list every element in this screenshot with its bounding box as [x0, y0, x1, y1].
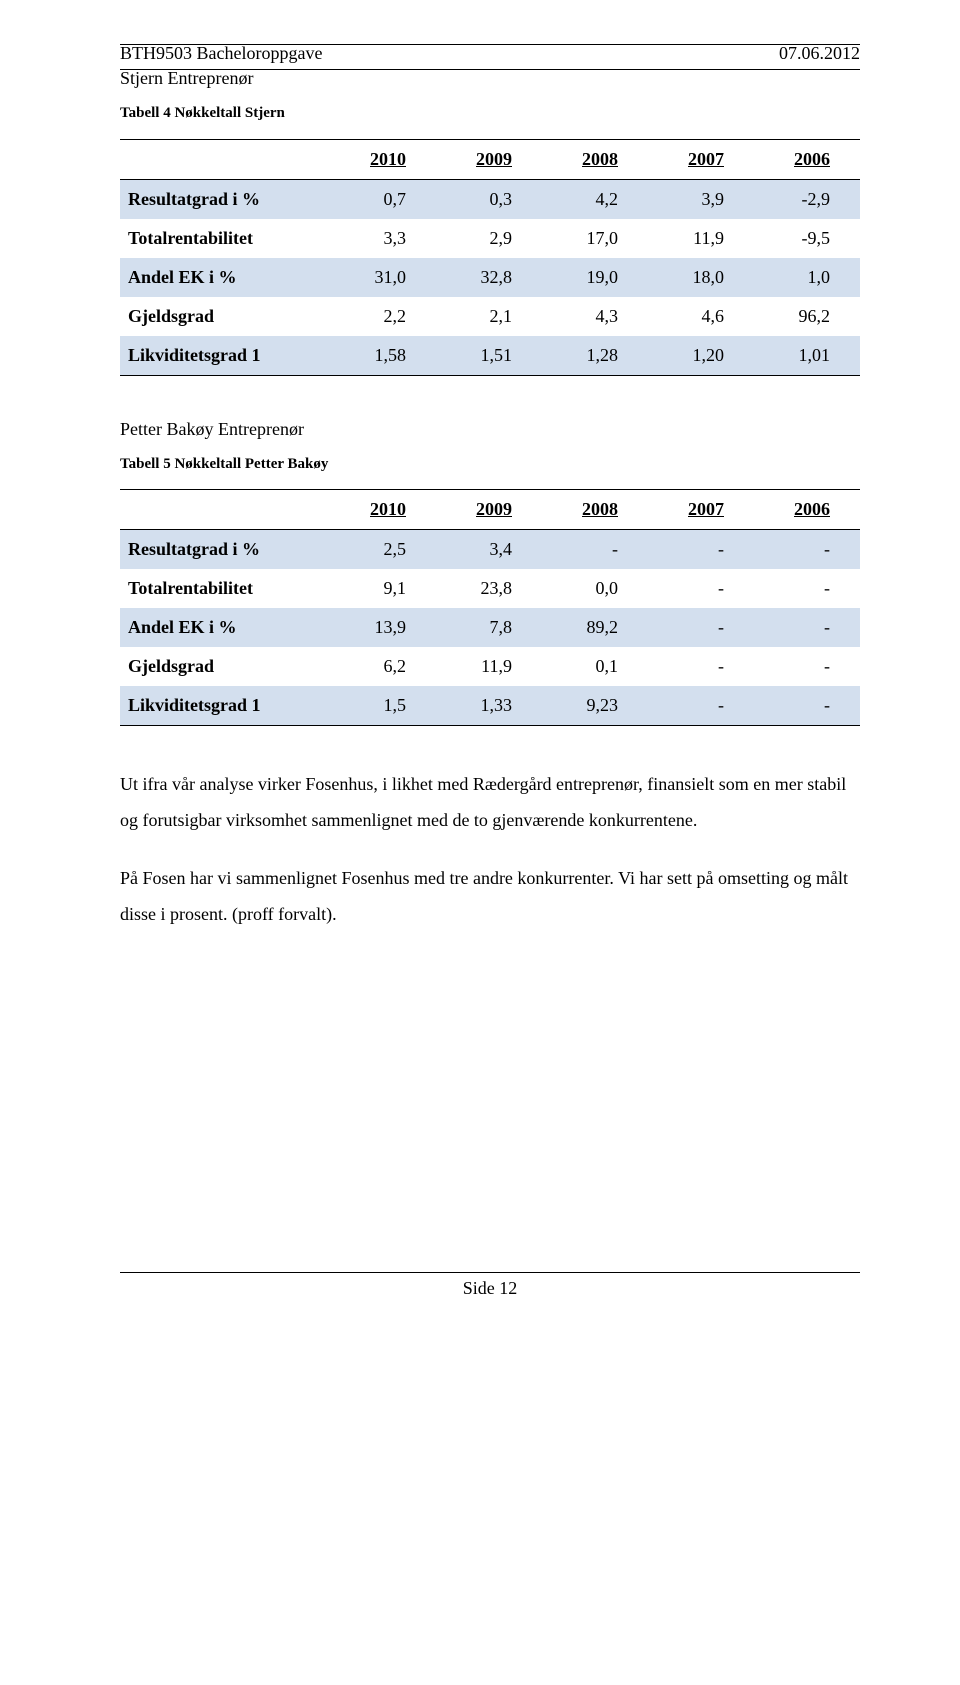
row-value: -	[754, 530, 860, 570]
row-value: -	[648, 569, 754, 608]
row-value: 13,9	[330, 608, 436, 647]
row-value: 3,4	[436, 530, 542, 570]
table2-year-3: 2007	[648, 490, 754, 530]
table2-year-4: 2006	[754, 490, 860, 530]
row-value: -	[648, 647, 754, 686]
paragraph-1: Ut ifra vår analyse virker Fosenhus, i l…	[120, 766, 860, 838]
section1-title: Stjern Entreprenør	[120, 65, 860, 92]
row-value: 0,3	[436, 179, 542, 219]
row-value: -	[754, 608, 860, 647]
table1-year-1: 2009	[436, 139, 542, 179]
row-value: -	[754, 686, 860, 726]
table1-year-2: 2008	[542, 139, 648, 179]
row-label: Resultatgrad i %	[120, 530, 330, 570]
table-row: Totalrentabilitet9,123,80,0--	[120, 569, 860, 608]
paragraph-2: På Fosen har vi sammenlignet Fosenhus me…	[120, 860, 860, 932]
row-value: 18,0	[648, 258, 754, 297]
row-label: Totalrentabilitet	[120, 219, 330, 258]
row-value: 2,2	[330, 297, 436, 336]
row-value: 2,1	[436, 297, 542, 336]
row-label: Andel EK i %	[120, 608, 330, 647]
table1-caption: Tabell 4 Nøkkeltall Stjern	[120, 102, 860, 125]
table-row: Resultatgrad i %2,53,4---	[120, 530, 860, 570]
row-value: 1,0	[754, 258, 860, 297]
row-value: 1,5	[330, 686, 436, 726]
table-row: Andel EK i %13,97,889,2--	[120, 608, 860, 647]
row-label: Gjeldsgrad	[120, 647, 330, 686]
row-value: 4,3	[542, 297, 648, 336]
row-value: -	[648, 530, 754, 570]
row-value: 4,2	[542, 179, 648, 219]
row-value: 32,8	[436, 258, 542, 297]
row-label: Andel EK i %	[120, 258, 330, 297]
row-value: -	[754, 647, 860, 686]
row-value: -	[648, 608, 754, 647]
row-value: 1,01	[754, 336, 860, 376]
row-value: 0,0	[542, 569, 648, 608]
row-value: 96,2	[754, 297, 860, 336]
table1-year-0: 2010	[330, 139, 436, 179]
table-stjern: 2010 2009 2008 2007 2006 Resultatgrad i …	[120, 139, 860, 376]
table-row: Likviditetsgrad 11,51,339,23--	[120, 686, 860, 726]
row-label: Resultatgrad i %	[120, 179, 330, 219]
row-value: 4,6	[648, 297, 754, 336]
table1-year-3: 2007	[648, 139, 754, 179]
header-left: BTH9503 Bacheloroppgave	[120, 40, 322, 67]
row-value: 11,9	[436, 647, 542, 686]
row-value: -	[542, 530, 648, 570]
row-value: -	[648, 686, 754, 726]
row-value: 3,3	[330, 219, 436, 258]
footer-rule	[120, 1272, 860, 1273]
table-row: Gjeldsgrad2,22,14,34,696,2	[120, 297, 860, 336]
table2-year-2: 2008	[542, 490, 648, 530]
table2-year-0: 2010	[330, 490, 436, 530]
row-label: Totalrentabilitet	[120, 569, 330, 608]
section2-title: Petter Bakøy Entreprenør	[120, 416, 860, 443]
table-bakoy: 2010 2009 2008 2007 2006 Resultatgrad i …	[120, 489, 860, 726]
table-row: Totalrentabilitet3,32,917,011,9-9,5	[120, 219, 860, 258]
row-value: 1,20	[648, 336, 754, 376]
row-value: 11,9	[648, 219, 754, 258]
row-value: 23,8	[436, 569, 542, 608]
table1-year-4: 2006	[754, 139, 860, 179]
row-label: Likviditetsgrad 1	[120, 686, 330, 726]
row-value: 2,5	[330, 530, 436, 570]
table-row: Likviditetsgrad 11,581,511,281,201,01	[120, 336, 860, 376]
page-footer: Side 12	[120, 1275, 860, 1302]
row-value: -2,9	[754, 179, 860, 219]
table2-year-1: 2009	[436, 490, 542, 530]
row-value: 1,51	[436, 336, 542, 376]
row-value: 0,1	[542, 647, 648, 686]
row-value: 3,9	[648, 179, 754, 219]
row-value: 9,1	[330, 569, 436, 608]
table-row: Andel EK i %31,032,819,018,01,0	[120, 258, 860, 297]
row-value: 6,2	[330, 647, 436, 686]
row-value: 1,28	[542, 336, 648, 376]
row-label: Gjeldsgrad	[120, 297, 330, 336]
row-value: -	[754, 569, 860, 608]
row-value: 7,8	[436, 608, 542, 647]
row-value: 0,7	[330, 179, 436, 219]
row-value: 89,2	[542, 608, 648, 647]
row-value: 19,0	[542, 258, 648, 297]
row-value: 1,58	[330, 336, 436, 376]
table-row: Resultatgrad i %0,70,34,23,9-2,9	[120, 179, 860, 219]
row-value: -9,5	[754, 219, 860, 258]
table2-head-blank	[120, 490, 330, 530]
header-right: 07.06.2012	[779, 40, 860, 67]
row-label: Likviditetsgrad 1	[120, 336, 330, 376]
table1-head-blank	[120, 139, 330, 179]
table-row: Gjeldsgrad6,211,90,1--	[120, 647, 860, 686]
row-value: 1,33	[436, 686, 542, 726]
table2-caption: Tabell 5 Nøkkeltall Petter Bakøy	[120, 453, 860, 476]
row-value: 9,23	[542, 686, 648, 726]
row-value: 17,0	[542, 219, 648, 258]
row-value: 31,0	[330, 258, 436, 297]
row-value: 2,9	[436, 219, 542, 258]
